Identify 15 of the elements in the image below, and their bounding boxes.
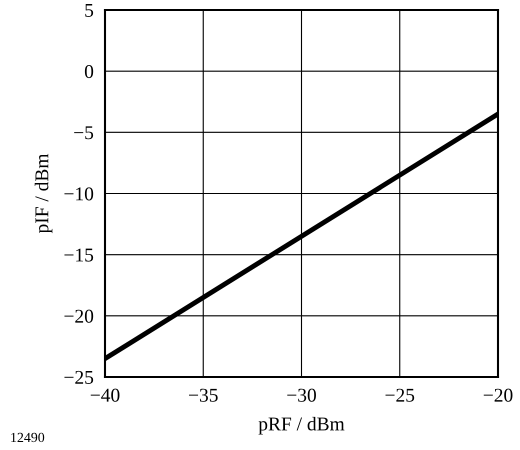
y-tick-label: −5 bbox=[74, 126, 94, 140]
x-axis-title: pRF / dBm bbox=[258, 416, 344, 434]
x-tick-label: −35 bbox=[189, 388, 218, 402]
x-tick-label: −25 bbox=[386, 388, 414, 402]
text: 12490 bbox=[11, 432, 44, 442]
x-tick-label: −40 bbox=[90, 388, 120, 402]
y-tick-label: 0 bbox=[84, 64, 94, 78]
x-tick-label: −30 bbox=[287, 388, 316, 402]
y-tick-label: −25 bbox=[64, 370, 94, 384]
y-tick-label: 5 bbox=[85, 4, 94, 17]
y-tick-label: −15 bbox=[64, 248, 94, 262]
x-tick-label: −20 bbox=[484, 388, 512, 402]
y-tick-label: −20 bbox=[64, 310, 94, 323]
y-tick-label: −10 bbox=[64, 187, 94, 200]
y-axis-title: pIF / dBm bbox=[34, 154, 52, 234]
